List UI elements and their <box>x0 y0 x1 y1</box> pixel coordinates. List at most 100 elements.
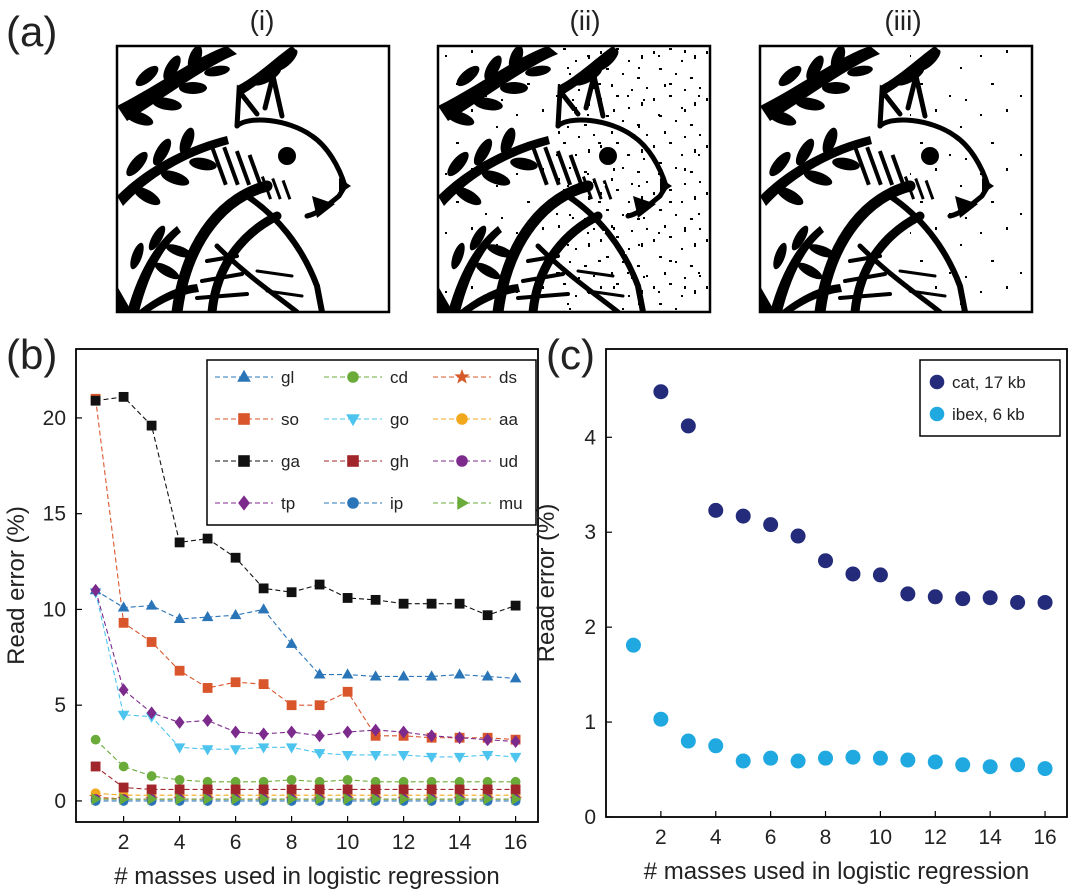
data-point-tp <box>174 715 185 729</box>
data-point-tp <box>398 725 409 739</box>
legend-marker-ds <box>454 369 470 384</box>
data-point-mu <box>371 793 382 805</box>
data-point-tp <box>118 683 129 697</box>
panel-b-chart: (b) 2 4 6 8 10 12 14 16 0 5 10 15 20 # masses used i… <box>3 331 539 890</box>
data-point-gh <box>510 784 521 795</box>
data-point-ga <box>426 598 437 609</box>
data-point-ga <box>510 600 521 611</box>
x-tick-label: 16 <box>504 831 527 854</box>
x-tick-label: 6 <box>765 826 777 849</box>
panel-b-label: (b) <box>6 331 57 378</box>
data-point-so <box>174 665 185 676</box>
data-point-gh <box>482 784 493 795</box>
data-point-tp <box>286 725 297 739</box>
data-point-gh <box>258 784 269 795</box>
image-improved-decoding <box>758 44 1034 314</box>
data-point-go <box>509 752 522 764</box>
data-point-cat <box>845 566 861 582</box>
data-point-mu <box>147 793 158 805</box>
panel-b-legend: gl cd ds so go aa ga gh ud tp ip mu <box>206 359 537 526</box>
legend-marker-gh <box>347 455 359 467</box>
y-tick-label: 4 <box>584 426 596 449</box>
data-point-gh <box>342 784 353 795</box>
x-tick-label: 10 <box>869 826 892 849</box>
data-point-go <box>173 743 186 754</box>
data-point-gl <box>285 637 298 648</box>
subpanel-iii-label: (iii) <box>884 5 921 36</box>
legend-label-ip: ip <box>390 494 403 513</box>
data-point-go <box>397 750 410 762</box>
data-point-mu <box>287 793 298 805</box>
legend-marker-ga <box>238 455 250 467</box>
data-point-ga <box>398 598 409 609</box>
legend-label-ibex: ibex, 6 kb <box>952 405 1025 424</box>
data-point-ibex <box>763 750 779 766</box>
data-point-gl <box>257 603 270 614</box>
data-point-gl <box>145 599 158 610</box>
data-point-gh <box>398 784 409 795</box>
data-point-mu <box>91 793 102 805</box>
data-point-ibex <box>982 759 998 775</box>
data-point-tp <box>314 729 325 743</box>
panel-b-x-axis-title: # masses used in logistic regression <box>114 863 500 890</box>
data-point-go <box>117 710 130 721</box>
y-tick-label: 0 <box>584 806 596 829</box>
data-point-mu <box>231 793 242 805</box>
data-point-gh <box>230 784 241 795</box>
x-tick-label: 8 <box>286 831 298 854</box>
image-noisy-decoding <box>436 44 712 314</box>
data-point-ga <box>286 587 297 598</box>
data-point-mu <box>511 793 522 805</box>
panel-a-label: (a) <box>6 8 57 55</box>
legend-marker-tp <box>238 495 250 511</box>
y-tick-label: 0 <box>54 790 66 813</box>
data-point-mu <box>399 793 410 805</box>
data-point-ga <box>118 391 129 402</box>
legend-label-ds: ds <box>499 368 517 387</box>
legend-label-gl: gl <box>281 368 294 387</box>
legend-marker-so <box>238 413 250 425</box>
data-point-so <box>342 686 353 697</box>
data-point-mu <box>343 793 354 805</box>
legend-label-so: so <box>281 410 299 429</box>
data-point-ga <box>202 533 213 544</box>
data-point-gl <box>481 670 494 681</box>
subpanel-ii-label: (ii) <box>569 5 600 36</box>
data-point-gl <box>117 601 130 612</box>
data-point-ibex <box>790 753 806 769</box>
data-point-cat <box>872 567 888 583</box>
legend-label-gh: gh <box>390 452 409 471</box>
series-line-ga <box>95 396 516 616</box>
data-point-tp <box>426 729 437 743</box>
y-tick-label: 3 <box>584 521 596 544</box>
data-point-ga <box>174 537 185 548</box>
data-point-cat <box>708 502 724 518</box>
data-point-so <box>230 677 241 688</box>
data-point-gh <box>202 784 213 795</box>
data-point-cat <box>927 589 943 605</box>
series-line-aa <box>95 792 516 796</box>
data-point-tp <box>510 735 521 749</box>
data-point-mu <box>203 793 214 805</box>
data-point-tp <box>146 706 157 720</box>
data-point-tp <box>370 723 381 737</box>
data-point-tp <box>342 725 353 739</box>
data-point-cat <box>1037 594 1053 610</box>
series-line-go <box>95 592 516 758</box>
data-point-gl <box>173 612 186 623</box>
data-point-gh <box>174 784 185 795</box>
x-tick-label: 14 <box>448 831 472 854</box>
data-point-go <box>341 750 354 762</box>
data-point-tp <box>202 714 213 727</box>
legend-marker-ip <box>347 497 359 509</box>
legend-label-go: go <box>390 410 409 429</box>
data-point-cat <box>1010 594 1026 610</box>
panel-b-plot-frame <box>75 348 539 823</box>
legend-marker-ud <box>456 455 468 467</box>
data-point-mu <box>427 793 438 805</box>
panel-c-plot-frame <box>605 348 1068 818</box>
data-point-mu <box>315 793 326 805</box>
